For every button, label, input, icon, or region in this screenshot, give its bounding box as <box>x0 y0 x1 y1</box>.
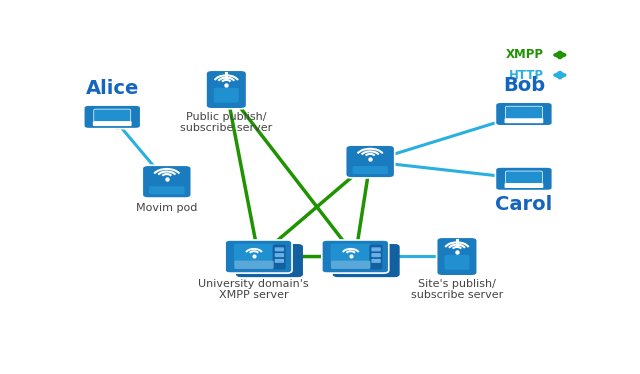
Text: Carol: Carol <box>495 195 552 214</box>
FancyBboxPatch shape <box>504 118 543 123</box>
Text: Public publish/
subscribe server: Public publish/ subscribe server <box>180 112 273 134</box>
FancyBboxPatch shape <box>436 237 477 276</box>
FancyBboxPatch shape <box>275 253 284 257</box>
FancyBboxPatch shape <box>333 244 399 277</box>
Text: University domain's
XMPP server: University domain's XMPP server <box>198 279 309 300</box>
FancyBboxPatch shape <box>206 70 246 109</box>
FancyBboxPatch shape <box>331 261 371 269</box>
FancyBboxPatch shape <box>353 166 388 174</box>
Text: Site's publish/
subscribe server: Site's publish/ subscribe server <box>411 279 503 300</box>
FancyBboxPatch shape <box>236 244 303 277</box>
FancyBboxPatch shape <box>504 183 543 188</box>
FancyBboxPatch shape <box>93 121 132 126</box>
FancyBboxPatch shape <box>84 105 141 129</box>
Text: XMPP: XMPP <box>506 49 544 61</box>
FancyBboxPatch shape <box>322 240 388 273</box>
FancyBboxPatch shape <box>273 245 285 270</box>
FancyBboxPatch shape <box>234 261 274 269</box>
FancyBboxPatch shape <box>444 255 470 270</box>
FancyBboxPatch shape <box>149 186 184 194</box>
FancyBboxPatch shape <box>225 240 292 273</box>
FancyBboxPatch shape <box>371 247 381 251</box>
FancyBboxPatch shape <box>94 109 131 122</box>
FancyBboxPatch shape <box>214 88 239 103</box>
Text: Movim pod: Movim pod <box>136 203 198 212</box>
FancyBboxPatch shape <box>275 247 284 251</box>
FancyBboxPatch shape <box>371 259 381 263</box>
FancyBboxPatch shape <box>495 102 552 126</box>
FancyBboxPatch shape <box>371 253 381 257</box>
FancyBboxPatch shape <box>330 243 371 266</box>
FancyBboxPatch shape <box>142 165 191 198</box>
FancyBboxPatch shape <box>506 106 542 119</box>
Text: Alice: Alice <box>86 79 139 98</box>
FancyBboxPatch shape <box>346 145 395 178</box>
Text: HTTP: HTTP <box>509 68 544 82</box>
FancyBboxPatch shape <box>506 171 542 184</box>
FancyBboxPatch shape <box>495 167 552 191</box>
FancyBboxPatch shape <box>234 243 274 266</box>
FancyBboxPatch shape <box>275 259 284 263</box>
Text: Bob: Bob <box>503 76 545 95</box>
FancyBboxPatch shape <box>369 245 382 270</box>
